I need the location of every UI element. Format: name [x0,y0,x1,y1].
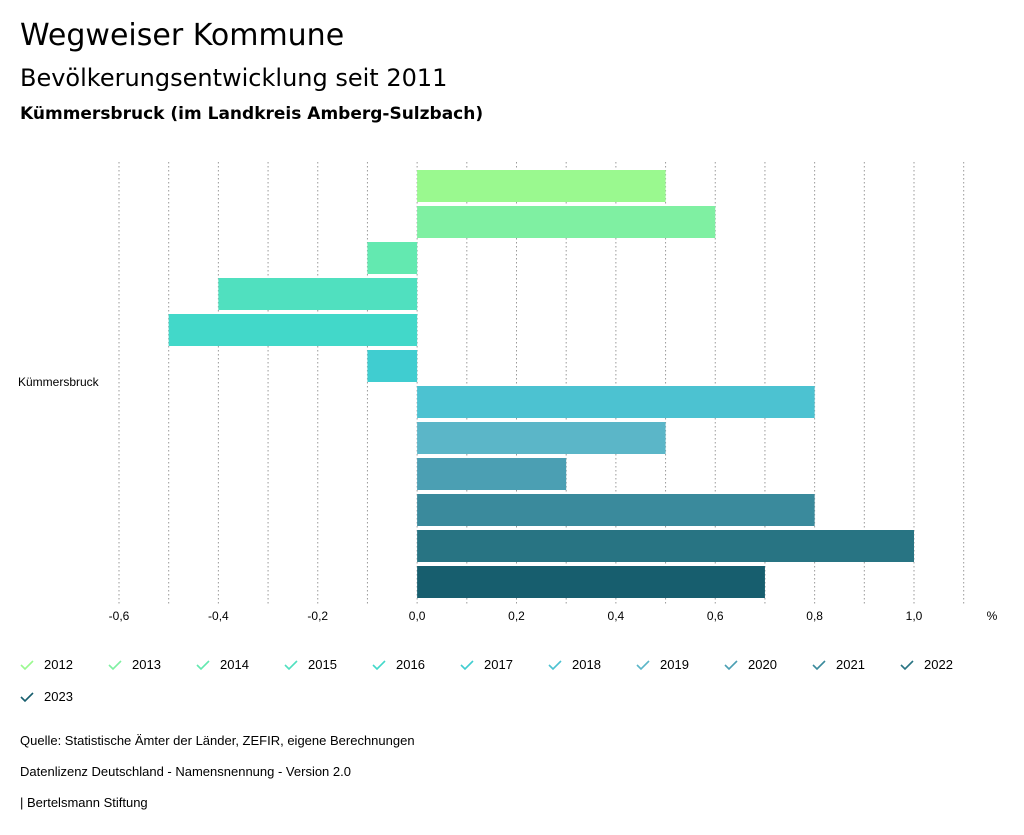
bar-2018 [417,386,815,418]
legend-item-2015[interactable]: 2015 [284,657,337,672]
legend-item-2023[interactable]: 2023 [20,689,73,704]
x-tick-label: -0,2 [307,609,328,623]
legend-label: 2019 [660,657,689,672]
check-icon [196,659,210,670]
check-icon [900,659,914,670]
bar-2016 [168,314,418,346]
bar-2012 [417,170,666,202]
legend-label: 2012 [44,657,73,672]
x-tick-label: -0,6 [109,609,130,623]
bar-2023 [417,566,765,598]
bar-2020 [417,458,567,490]
check-icon [284,659,298,670]
bar-2021 [417,494,815,526]
legend-item-2014[interactable]: 2014 [196,657,249,672]
bar-2019 [417,422,666,454]
category-label: Kümmersbruck [18,375,100,389]
legend-label: 2023 [44,689,73,704]
bar-2014 [367,242,418,274]
check-icon [460,659,474,670]
legend-label: 2013 [132,657,161,672]
chart-subtitle: Bevölkerungsentwicklung seit 2011 [20,64,448,92]
check-icon [636,659,650,670]
x-tick-label: 0,6 [707,609,724,623]
legend-item-2013[interactable]: 2013 [108,657,161,672]
x-tick-label: 0,4 [608,609,625,623]
legend-item-2021[interactable]: 2021 [812,657,865,672]
bar-2013 [417,206,716,238]
check-icon [108,659,122,670]
legend-label: 2014 [220,657,249,672]
x-tick-label: 0,2 [508,609,525,623]
region-title: Kümmersbruck (im Landkreis Amberg-Sulzba… [20,104,484,124]
check-icon [812,659,826,670]
check-icon [548,659,562,670]
legend-item-2016[interactable]: 2016 [372,657,425,672]
legend-label: 2020 [748,657,777,672]
x-tick-label: 0,8 [806,609,823,623]
source-note: Quelle: Statistische Ämter der Länder, Z… [20,733,415,748]
legend-item-2018[interactable]: 2018 [548,657,601,672]
legend-item-2020[interactable]: 2020 [724,657,777,672]
license-note: Datenlizenz Deutschland - Namensnennung … [20,764,351,779]
bar-2017 [367,350,418,382]
bar-2015 [218,278,418,310]
legend-label: 2016 [396,657,425,672]
x-tick-label: -0,4 [208,609,229,623]
check-icon [372,659,386,670]
x-tick-label: 0,0 [409,609,426,623]
x-tick-label: 1,0 [906,609,923,623]
credit-note: | Bertelsmann Stiftung [20,795,148,810]
legend-item-2019[interactable]: 2019 [636,657,689,672]
legend-item-2012[interactable]: 2012 [20,657,73,672]
page-title: Wegweiser Kommune [20,18,345,53]
check-icon [724,659,738,670]
legend-label: 2015 [308,657,337,672]
bar-2022 [417,530,914,562]
legend-label: 2017 [484,657,513,672]
bar-chart: -0,6 -0,4 -0,2 0,0 0,2 0,4 0,6 0,8 1,0 % Kümmersbr… [18,162,998,623]
check-icon [20,691,34,702]
legend-label: 2021 [836,657,865,672]
legend-label: 2022 [924,657,953,672]
legend-label: 2018 [572,657,601,672]
legend-item-2022[interactable]: 2022 [900,657,953,672]
x-axis-unit: % [987,609,998,623]
legend-item-2017[interactable]: 2017 [460,657,513,672]
check-icon [20,659,34,670]
